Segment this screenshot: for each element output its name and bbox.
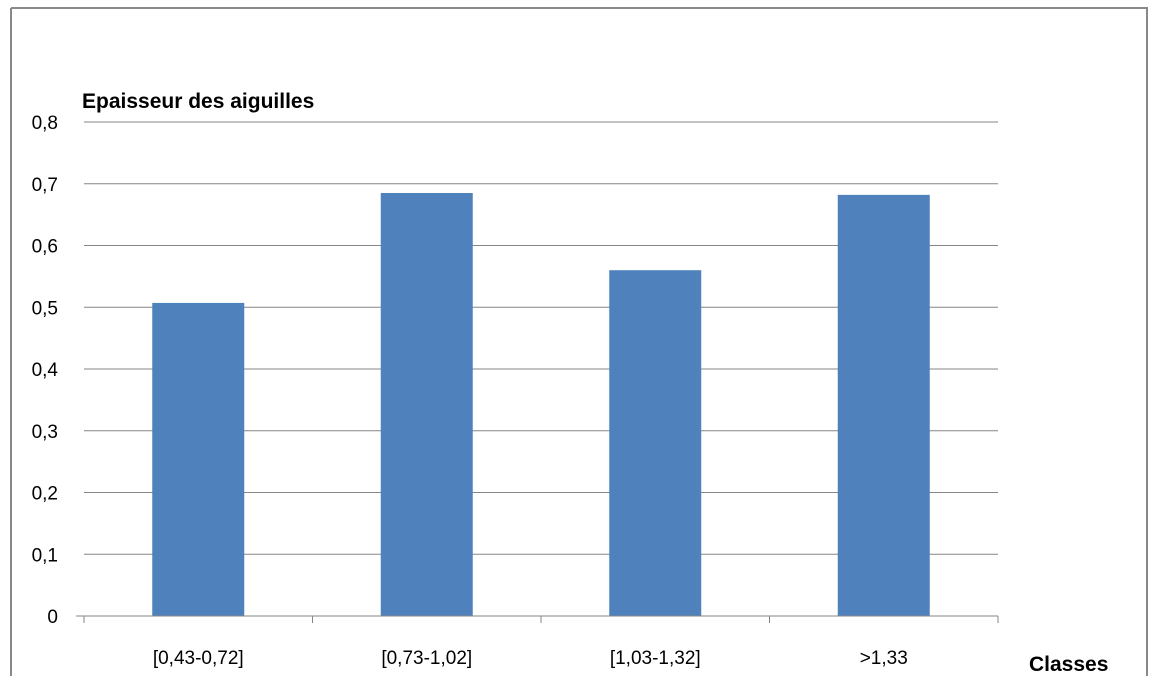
y-tick-label: 0,7 xyxy=(32,175,58,196)
x-tick-labels: [0,43-0,72] [0,73-1,02] [1,03-1,32] >1,33 xyxy=(153,648,908,669)
y-tick-labels: 0 0,1 0,2 0,3 0,4 0,5 0,6 0,7 0,8 xyxy=(32,113,59,628)
x-axis-title: Classes xyxy=(1029,653,1108,676)
chart-border xyxy=(10,7,1148,676)
x-tick-label: [1,03-1,32] xyxy=(610,648,701,669)
y-tick-label: 0,3 xyxy=(32,422,58,443)
x-tick-label: >1,33 xyxy=(860,648,908,669)
x-tick-label: [0,43-0,72] xyxy=(153,648,244,669)
bars xyxy=(152,193,930,617)
x-tick-label: [0,73-1,02] xyxy=(381,648,472,669)
y-tick-label: 0,2 xyxy=(32,484,58,505)
bar xyxy=(152,302,245,616)
bar xyxy=(837,194,930,617)
y-tick-label: 0,8 xyxy=(32,113,58,134)
y-tick-label: 0 xyxy=(47,607,58,628)
bar xyxy=(609,270,702,616)
y-tick-label: 0,1 xyxy=(32,545,58,566)
y-tick-label: 0,6 xyxy=(32,237,58,258)
bar xyxy=(380,193,473,616)
x-axis xyxy=(76,615,999,623)
y-tick-label: 0,4 xyxy=(32,360,59,381)
y-tick-label: 0,5 xyxy=(32,298,58,319)
y-axis-title: Epaisseur des aiguilles xyxy=(82,90,314,113)
